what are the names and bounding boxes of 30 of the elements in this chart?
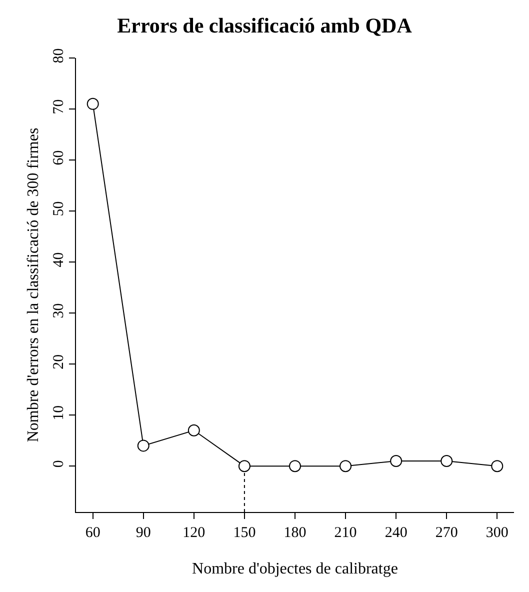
point [137,440,150,452]
point [188,424,200,436]
y-tick-label: 70 [51,99,67,114]
x-tick-label: 180 [284,525,306,541]
point [440,454,453,467]
point [86,98,99,110]
x-tick-label: 210 [334,525,357,541]
y-tick-label: 50 [51,201,67,216]
y-tick-label: 0 [51,460,67,468]
x-tick-label: 240 [384,525,408,541]
x-tick-label: 60 [85,525,100,541]
x-tick-label: 120 [182,525,206,541]
chart-title: Errors de classificació amb QDA [117,13,413,38]
y-tick-label: 40 [51,252,67,268]
y-tick-label: 10 [51,405,67,420]
point [340,460,352,472]
x-tick-label: 90 [136,525,151,541]
point [238,460,250,472]
y-tick-label: 30 [51,303,67,318]
y-tick-label: 60 [51,150,67,166]
x-tick-label: 270 [435,525,458,541]
y-axis-title: Nombre d'errors en la classificació de 300 firmes [24,128,42,442]
point [289,460,301,472]
y-tick-label: 20 [51,354,67,370]
point [390,454,402,467]
x-tick-label: 150 [233,525,256,541]
point [491,460,504,472]
x-tick-label: 300 [486,525,508,541]
x-axis-title: Nombre d'objectes de calibratge [192,560,398,578]
y-tick-label: 80 [51,48,67,64]
